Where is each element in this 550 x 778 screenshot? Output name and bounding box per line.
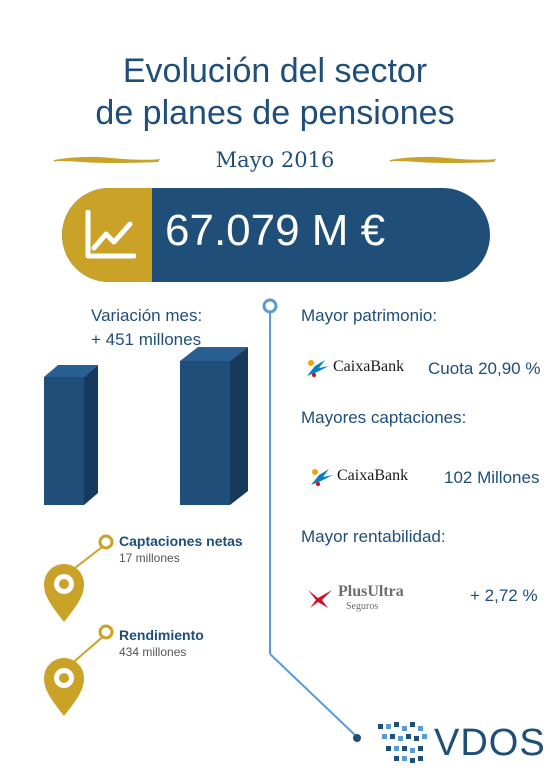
page-title: Evolución del sector de planes de pensio…	[0, 50, 550, 134]
pin-sub-rendimiento: 434 millones	[119, 645, 187, 659]
caixabank-star-icon	[307, 360, 329, 377]
caixabank-logo-1: CaixaBank	[305, 356, 415, 380]
value-patrimonio: Cuota 20,90 %	[428, 359, 541, 378]
title-line-2: de planes de pensiones	[95, 94, 455, 132]
vdos-logo-text: VDOS	[434, 722, 546, 764]
caixabank-logo-2: CaixaBank	[309, 465, 419, 489]
plusultra-wordmark: PlusUltra	[338, 583, 404, 600]
bar-captaciones	[44, 365, 98, 505]
variation-label: Variación mes:	[91, 306, 203, 325]
label-mayores-captaciones: Mayores captaciones:	[301, 408, 467, 427]
variation-value: + 451 millones	[91, 330, 202, 349]
caixabank-wordmark: CaixaBank	[333, 358, 405, 375]
timeline-connector	[262, 298, 361, 742]
gold-brush-left	[53, 156, 160, 163]
caixabank-wordmark: CaixaBank	[337, 467, 409, 484]
pin-icon-captaciones	[44, 534, 114, 622]
chart-trend-icon	[85, 210, 136, 259]
gold-brush-right	[389, 156, 496, 163]
report-date: Mayo 2016	[215, 148, 335, 172]
total-value: 67.079 M €	[165, 206, 386, 255]
plusultra-mark-icon	[308, 590, 332, 608]
pin-icon-rendimiento	[44, 624, 114, 716]
variation-block: Variación mes: + 451 millones	[91, 304, 202, 352]
bar-rendimiento	[180, 347, 248, 505]
label-mayor-rentabilidad: Mayor rentabilidad:	[301, 527, 446, 546]
plusultra-sub: Seguros	[346, 601, 379, 612]
pin-title-rendimiento: Rendimiento	[119, 627, 204, 643]
value-rentabilidad: + 2,72 %	[470, 586, 538, 605]
pin-sub-captaciones: 17 millones	[119, 551, 180, 565]
plusultra-logo: PlusUltra Seguros	[306, 582, 436, 614]
label-mayor-patrimonio: Mayor patrimonio:	[301, 306, 438, 325]
pin-title-captaciones: Captaciones netas	[119, 533, 243, 549]
caixabank-star-icon	[311, 469, 333, 486]
value-captaciones: 102 Millones	[444, 468, 540, 487]
title-line-1: Evolución del sector	[122, 52, 428, 90]
vdos-dots-icon	[378, 722, 427, 763]
bars-chart	[44, 347, 248, 505]
